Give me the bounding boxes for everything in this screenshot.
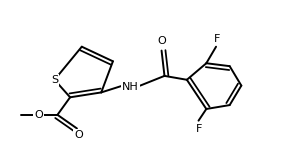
Text: O: O	[34, 110, 43, 120]
Text: F: F	[196, 124, 203, 134]
Text: F: F	[214, 34, 220, 44]
Text: S: S	[51, 75, 58, 85]
Text: O: O	[157, 36, 166, 46]
Text: NH: NH	[122, 82, 139, 92]
Text: O: O	[74, 130, 83, 140]
